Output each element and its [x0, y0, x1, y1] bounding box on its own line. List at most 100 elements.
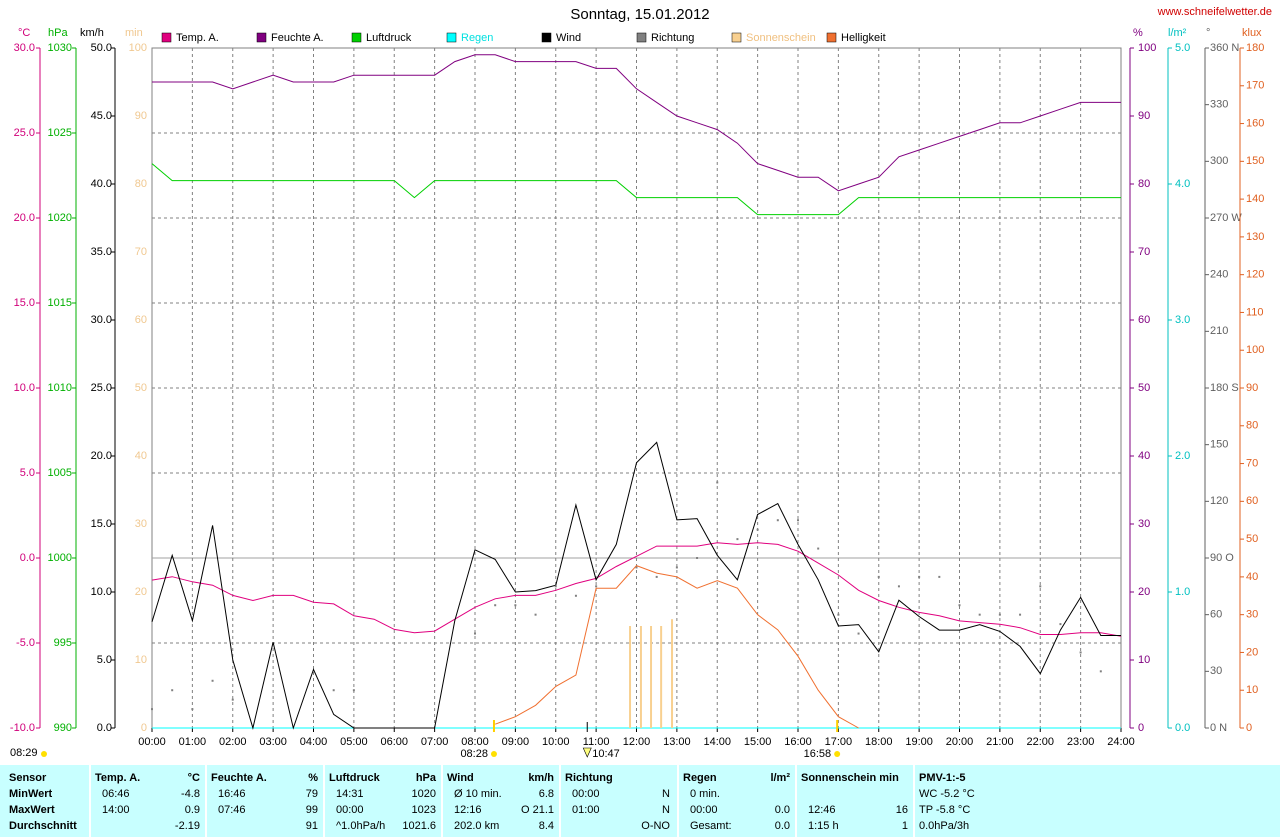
direction-dot: [897, 585, 900, 588]
table-cell: 1:15 h: [808, 820, 839, 832]
y-tick-label: 1020: [48, 212, 72, 224]
bar: [650, 626, 653, 728]
y-tick-label: 30: [1138, 518, 1150, 530]
table-header: Sonnenschein min: [801, 772, 899, 784]
direction-dot: [151, 708, 153, 711]
legend-swatch: [541, 32, 552, 43]
bar: [671, 619, 674, 728]
direction-dot: [1099, 670, 1102, 673]
table-cell: O 21.1: [521, 804, 554, 816]
table-cell: 99: [306, 804, 318, 816]
y-tick-label: 20: [135, 586, 147, 598]
y-tick-label: 1010: [48, 382, 72, 394]
chart-title: Sonntag, 15.01.2012: [570, 6, 709, 23]
x-tick-label: 20:00: [946, 736, 974, 748]
y-tick-label: 15.0: [91, 518, 112, 530]
legend-swatch: [256, 32, 267, 43]
table-cell: 202.0 km: [454, 820, 499, 832]
table-cell: 1: [902, 820, 908, 832]
table-header: Sensor: [9, 772, 47, 784]
direction-dot: [231, 698, 234, 701]
table-cell: TP -5.8 °C: [919, 804, 970, 816]
x-tick-label: 12:00: [623, 736, 651, 748]
legend-swatch: [161, 32, 172, 43]
y-tick-label: 80: [135, 178, 147, 190]
y-tick-label: 20.0: [14, 212, 35, 224]
y-tick-label: 100: [1138, 42, 1156, 54]
x-tick-label: 23:00: [1067, 736, 1095, 748]
table-cell: 14:00: [102, 804, 130, 816]
legend-label: Feuchte A.: [271, 32, 324, 44]
y-tick-label: 210: [1210, 325, 1228, 337]
table-header: l/m²: [770, 772, 790, 784]
y-tick-label: 0: [1138, 722, 1144, 734]
direction-dot: [635, 566, 638, 569]
y-tick-label: 60: [135, 314, 147, 326]
y-tick-label: -5.0: [16, 637, 35, 649]
legend-label: Helligkeit: [841, 32, 886, 44]
x-tick-label: 22:00: [1026, 736, 1054, 748]
y-tick-label: 2.0: [1175, 450, 1190, 462]
x-tick-label: 11:00: [583, 736, 610, 748]
direction-dot: [554, 585, 557, 588]
table-cell: 0.0: [775, 804, 790, 816]
legend-label: Temp. A.: [176, 32, 219, 44]
table-header: Temp. A.: [95, 772, 140, 784]
x-tick-label: 05:00: [340, 736, 368, 748]
y-tick-label: 170: [1246, 80, 1264, 92]
axis-unit: klux: [1242, 27, 1262, 39]
x-tick-label: 00:00: [138, 736, 166, 748]
y-tick-label: 120: [1210, 495, 1228, 507]
direction-dot: [171, 689, 174, 692]
table-header: PMV-1:-5: [919, 772, 965, 784]
table-header: %: [308, 772, 318, 784]
direction-dot: [211, 679, 214, 682]
table-cell: Durchschnitt: [9, 820, 77, 832]
y-tick-label: 35.0: [91, 246, 112, 258]
table-header: km/h: [528, 772, 554, 784]
table-cell: 91: [306, 820, 318, 832]
direction-dot: [1019, 613, 1022, 616]
y-tick-label: 20.0: [91, 450, 112, 462]
culmination-icon: [582, 747, 592, 758]
y-tick-label: 70: [1138, 246, 1150, 258]
y-tick-label: 240: [1210, 269, 1228, 281]
table-cell: 0.0hPa/3h: [919, 820, 969, 832]
direction-dot: [978, 613, 981, 616]
table-background: [0, 765, 1280, 837]
y-tick-label: 30.0: [14, 42, 35, 54]
table-cell: 1023: [412, 804, 436, 816]
axis-unit: °: [1206, 27, 1210, 39]
y-tick-label: 100: [1246, 344, 1264, 356]
y-tick-label: 0.0: [20, 552, 35, 564]
y-tick-label: 270 W: [1210, 212, 1242, 224]
y-tick-label: 30: [1246, 609, 1258, 621]
table-cell: 0.9: [185, 804, 200, 816]
y-tick-label: 60: [1138, 314, 1150, 326]
y-tick-label: 10: [135, 654, 147, 666]
y-tick-label: 50: [1138, 382, 1150, 394]
direction-dot: [696, 557, 699, 559]
x-tick-label: 02:00: [219, 736, 247, 748]
x-tick-label: 07:00: [421, 736, 449, 748]
table-cell: 00:00: [572, 788, 600, 800]
direction-dot: [332, 689, 335, 692]
sun-icon: [41, 751, 47, 757]
direction-dot: [1039, 585, 1042, 588]
direction-dot: [938, 575, 941, 578]
legend-label: Regen: [461, 32, 493, 44]
y-tick-label: 1.0: [1175, 586, 1190, 598]
y-tick-label: 360 N: [1210, 42, 1239, 54]
y-tick-label: 10.0: [91, 586, 112, 598]
series-line: [152, 54, 1121, 192]
x-tick-label: 16:00: [784, 736, 812, 748]
table-header: Regen: [683, 772, 717, 784]
direction-dot: [514, 604, 517, 607]
table-cell: MaxWert: [9, 804, 55, 816]
x-tick-label: 13:00: [663, 736, 691, 748]
y-tick-label: 0.0: [1175, 722, 1190, 734]
table-cell: 79: [306, 788, 318, 800]
y-tick-label: 0.0: [97, 722, 112, 734]
y-tick-label: 330: [1210, 99, 1228, 111]
